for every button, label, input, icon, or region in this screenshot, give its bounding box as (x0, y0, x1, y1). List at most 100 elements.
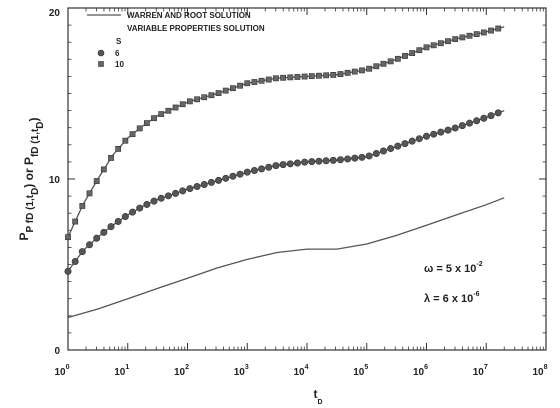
square-marker (459, 34, 466, 41)
square-marker (330, 71, 337, 78)
square-marker (151, 115, 157, 122)
square-marker (287, 74, 294, 81)
square-marker (416, 47, 423, 54)
circle-marker (200, 180, 208, 188)
x-tick-base: 10 (234, 367, 246, 378)
square-marker (222, 87, 229, 94)
circle-marker (222, 174, 230, 182)
square-marker (437, 40, 444, 47)
y-tick-label: 20 (49, 8, 61, 19)
x-tick-label: 100 (54, 364, 69, 378)
square-marker (387, 58, 394, 65)
annotation: λ = 6 x 10-6 (424, 291, 480, 305)
circle-marker (494, 109, 502, 117)
circle-marker (358, 153, 366, 161)
square-marker (351, 68, 358, 75)
circle-marker (93, 234, 101, 242)
square-marker (79, 203, 86, 209)
square-marker (108, 155, 114, 161)
legend-s-header: S (116, 37, 122, 46)
square-marker (194, 96, 200, 103)
x-tick-exponent: 8 (544, 364, 548, 371)
circle-marker (451, 124, 459, 132)
y-tick-label: 0 (54, 346, 60, 357)
circle-marker (301, 158, 309, 166)
x-tick-exponent: 7 (484, 364, 488, 371)
square-marker (445, 38, 451, 45)
circle-marker (236, 170, 244, 178)
circle-marker (308, 158, 316, 166)
square-marker (359, 67, 365, 74)
square-marker (237, 82, 243, 89)
square-marker (230, 85, 236, 92)
square-marker (86, 190, 93, 197)
x-tick-base: 10 (54, 367, 66, 378)
circle-marker (207, 178, 215, 186)
circle-marker (193, 183, 201, 191)
square-marker (308, 73, 315, 80)
x-tick-exponent: 4 (305, 364, 309, 371)
circle-marker (315, 157, 323, 165)
y-axis-label-part: ) or P (22, 157, 36, 188)
y-axis-label-part: ) (27, 117, 41, 121)
circle-marker (480, 114, 488, 122)
plot-frame (67, 7, 547, 351)
square-marker (294, 74, 301, 80)
x-tick-base: 10 (473, 367, 485, 378)
square-marker (72, 218, 79, 225)
x-tick-exponent: 6 (424, 364, 428, 371)
circle-marker (250, 167, 258, 175)
y-axis-label-sub: D (30, 188, 41, 195)
square-marker (93, 178, 100, 184)
circle-marker (329, 156, 337, 164)
y-axis-label: PP fD (1,tD) or PfD (1,tD) (17, 117, 46, 240)
square-marker (423, 44, 430, 51)
circle-marker (64, 267, 72, 275)
y-tick-label: 10 (49, 175, 61, 186)
x-tick-exponent: 0 (66, 364, 70, 371)
square-marker (373, 63, 380, 70)
y-axis-label-part: P (17, 233, 31, 241)
x-axis-label-sub: D (317, 399, 322, 406)
circle-marker (487, 112, 495, 120)
square-marker (201, 94, 208, 101)
square-marker (452, 36, 459, 43)
circle-marker (215, 176, 223, 184)
x-axis-label: tD (313, 387, 322, 406)
square-marker (265, 76, 272, 83)
x-tick-base: 10 (293, 367, 305, 378)
x-tick-exponent: 2 (185, 364, 189, 371)
square-marker (208, 92, 215, 99)
x-tick-exponent: 1 (125, 364, 129, 371)
square-marker (280, 74, 286, 81)
square-marker (480, 29, 487, 36)
circle-marker (78, 248, 86, 256)
circle-marker (379, 147, 387, 155)
legend-line-label: WARREN AND ROOT SOLUTION (127, 11, 251, 20)
series-line (67, 197, 505, 319)
circle-marker (157, 194, 165, 202)
x-tick-base: 10 (114, 367, 126, 378)
circle-marker (372, 149, 380, 157)
square-marker (316, 72, 322, 79)
annotation-text: λ = 6 x 10 (424, 293, 473, 305)
circle-marker (107, 223, 115, 231)
x-tick-exponent: 5 (364, 364, 368, 371)
y-axis-label-sub: D (35, 121, 46, 128)
square-marker (495, 25, 502, 32)
circle-marker (466, 119, 474, 127)
circle-marker (164, 192, 172, 200)
x-tick-label: 108 (532, 364, 547, 378)
x-tick-label: 107 (473, 364, 488, 378)
circle-marker (365, 152, 373, 160)
x-tick-base: 10 (413, 367, 425, 378)
legend-entry-label: 6 (115, 49, 120, 58)
circle-marker (129, 208, 137, 216)
square-marker (430, 42, 437, 49)
circle-marker (114, 217, 122, 225)
circle-marker (243, 168, 251, 176)
legend-entry-label: 10 (115, 60, 124, 69)
square-marker (301, 73, 308, 80)
circle-marker (458, 122, 466, 130)
